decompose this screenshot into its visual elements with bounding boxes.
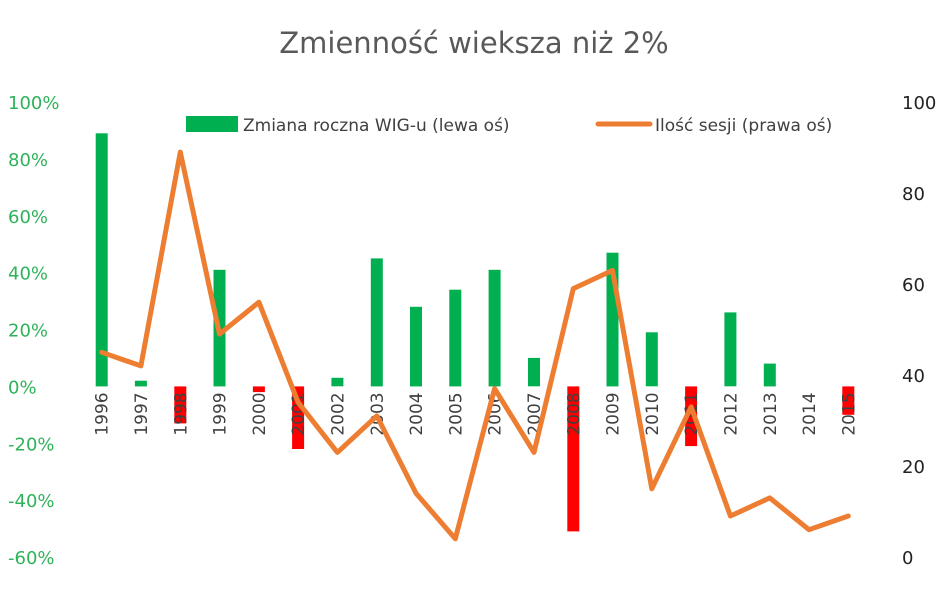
category-label: 2013 — [761, 392, 781, 435]
left-tick-label: -40% — [8, 491, 55, 512]
line-point-2001 — [297, 401, 299, 403]
category-label: 2002 — [328, 392, 348, 435]
right-tick-label: 80 — [902, 184, 925, 205]
left-tick-label: 100% — [8, 93, 59, 114]
category-label: 1998 — [171, 392, 191, 435]
bar-2006 — [488, 269, 501, 387]
line-point-2005 — [454, 538, 456, 540]
line-point-2009 — [612, 269, 613, 271]
right-tick-label: 60 — [902, 275, 925, 296]
right-tick-label: 0 — [902, 548, 913, 569]
bar-2007 — [528, 357, 540, 387]
bar-2005 — [449, 289, 462, 387]
line-point-2013 — [769, 497, 771, 499]
category-label: 2012 — [721, 392, 741, 435]
bar-2000 — [252, 386, 265, 393]
category-label: 2004 — [407, 392, 427, 435]
category-label: 1996 — [93, 392, 113, 435]
bar-2015 — [842, 386, 855, 415]
right-tick-label: 40 — [902, 366, 925, 387]
category-label: 2015 — [839, 392, 859, 435]
chart-title: Zmienność wieksza niż 2% — [279, 26, 669, 60]
category-labels: 1996 1997 1998 1999 2000 2001 2002 2003 2004 2005… — [93, 392, 860, 435]
line-point-2015 — [847, 515, 849, 517]
category-label: 2014 — [800, 392, 820, 435]
line-point-2002 — [336, 451, 338, 453]
left-axis: 100% 80% 60% 40% 20% 0% -20% -40% -60% — [8, 93, 59, 569]
line-point-2007 — [533, 451, 535, 453]
line-point-2008 — [572, 288, 574, 290]
line-point-2000 — [258, 301, 260, 303]
line-point-1999 — [219, 333, 220, 335]
category-label: 2001 — [289, 392, 309, 435]
bar-2001 — [292, 386, 305, 449]
left-tick-label: -20% — [8, 434, 55, 455]
bar-2013 — [763, 363, 776, 387]
bar-2008 — [567, 386, 580, 532]
bar-2012 — [724, 312, 737, 387]
line-point-2004 — [415, 492, 417, 494]
right-tick-label: 100 — [902, 93, 936, 114]
line-point-1998 — [179, 151, 181, 153]
bar-2004 — [410, 306, 422, 387]
bar-2010 — [645, 332, 658, 387]
line-point-2011 — [690, 406, 692, 408]
right-tick-label: 20 — [902, 457, 925, 478]
legend: Zmiana roczna WIG-u (lewa oś) Ilość sesji… — [186, 116, 832, 136]
category-label: 2009 — [604, 392, 624, 435]
bar-2003 — [370, 258, 383, 387]
right-axis: 100 80 60 40 20 0 — [902, 93, 936, 569]
legend-label-line: Ilość sesji (prawa oś) — [655, 116, 832, 136]
category-label: 1997 — [132, 392, 152, 435]
series-line-sesje — [99, 149, 851, 542]
line-point-2003 — [376, 415, 378, 417]
left-tick-label: 20% — [8, 321, 48, 342]
category-label: 2005 — [446, 392, 466, 435]
category-label: 1999 — [211, 392, 231, 435]
bar-1997 — [134, 380, 147, 387]
category-label: 2010 — [643, 392, 663, 435]
bar-1996 — [95, 133, 108, 387]
line-point-2006 — [494, 388, 496, 390]
line-point-2014 — [808, 529, 810, 531]
left-tick-label: -60% — [8, 548, 55, 569]
left-tick-label: 80% — [8, 150, 48, 171]
bars-layer — [95, 133, 855, 532]
line-point-1997 — [140, 365, 142, 367]
line-point-1996 — [101, 351, 103, 353]
line-point-2010 — [651, 488, 653, 490]
left-tick-label: 40% — [8, 264, 48, 285]
legend-label-bar: Zmiana roczna WIG-u (lewa oś) — [243, 116, 510, 136]
legend-swatch-bar — [186, 116, 238, 132]
line-point-2012 — [729, 515, 731, 517]
bar-2002 — [331, 377, 344, 387]
bar-2011 — [685, 386, 698, 447]
left-tick-label: 60% — [8, 207, 48, 228]
line-layer — [99, 149, 851, 542]
left-tick-label: 0% — [8, 377, 37, 398]
bar-1998 — [174, 386, 187, 424]
category-label: 2008 — [564, 392, 584, 435]
category-label: 2000 — [250, 392, 270, 435]
